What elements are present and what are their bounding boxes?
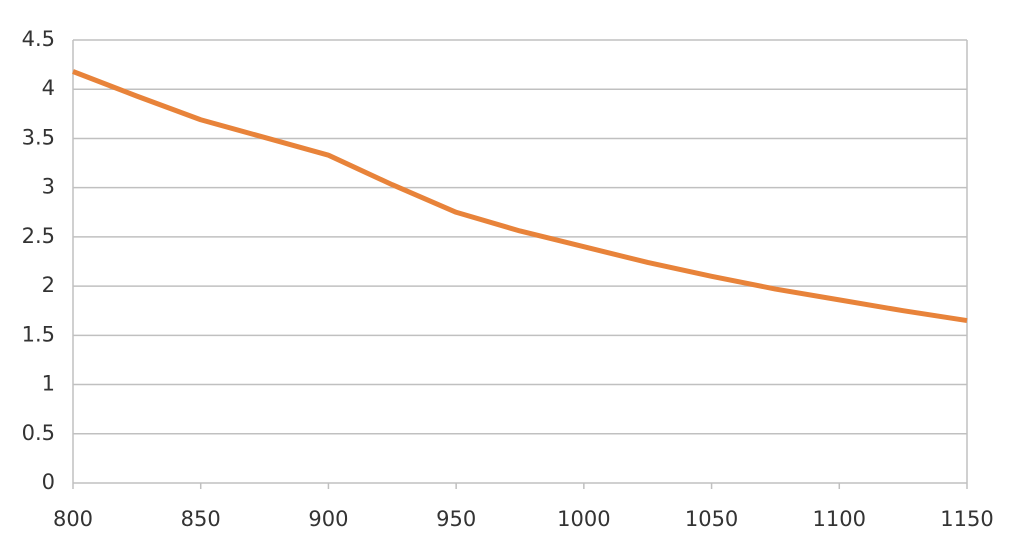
y-tick-label: 0.5 [22,421,55,445]
y-tick-label: 3.5 [22,125,55,149]
y-tick-label: 3 [42,175,55,199]
y-tick-label: 0 [42,470,55,494]
y-tick-label: 2.5 [22,224,55,248]
y-tick-label: 4.5 [22,27,55,51]
x-tick-label: 950 [436,507,476,531]
x-tick-label: 900 [308,507,348,531]
y-tick-label: 1.5 [22,322,55,346]
x-tick-label: 800 [53,507,93,531]
y-tick-label: 4 [42,76,55,100]
y-tick-label: 2 [42,273,55,297]
x-tick-label: 850 [181,507,221,531]
x-tick-label: 1050 [685,507,738,531]
x-tick-label: 1150 [940,507,993,531]
x-tick-label: 1000 [557,507,610,531]
line [72,69,968,324]
y-tick-label: 1 [42,372,55,396]
x-tick-label: 1100 [813,507,866,531]
